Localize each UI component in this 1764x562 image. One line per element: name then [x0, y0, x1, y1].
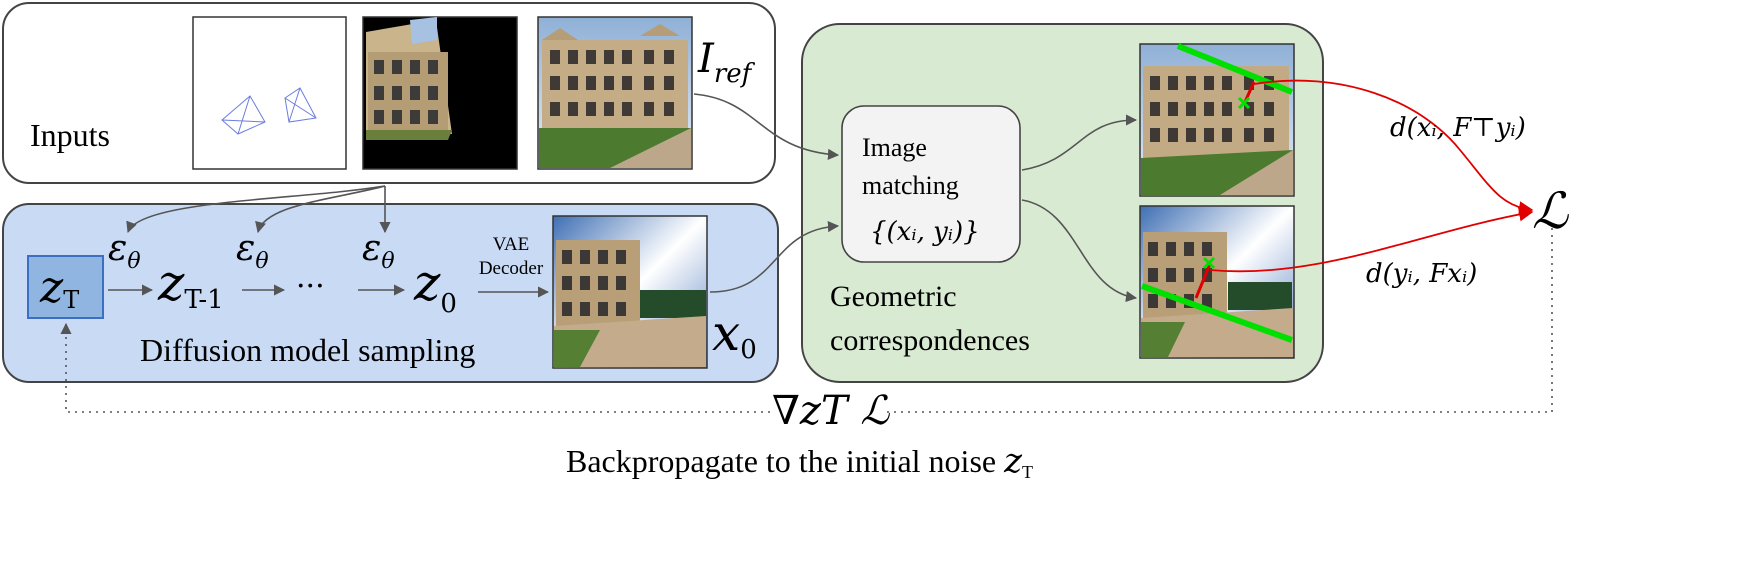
loss-term-1: d(xᵢ, F⊤yᵢ) [1390, 113, 1526, 143]
x0-label: x0 [712, 304, 757, 365]
match-image-top [1139, 43, 1295, 197]
z0-label: z0 [413, 254, 457, 319]
ellipsis: ··· [296, 269, 325, 304]
gradient-label: ∇zT ℒ [772, 388, 890, 434]
image-matching-label: Image matching [862, 133, 959, 200]
epsilon-label-2: εθ [236, 228, 269, 274]
loss-term-2: d(yᵢ, Fxᵢ) [1366, 259, 1477, 289]
zT1-label: zT-1 [157, 254, 224, 315]
zT-box [27, 255, 104, 319]
diffusion-label: Diffusion model sampling [140, 332, 475, 368]
matching-set: {(xᵢ, yᵢ)} [870, 217, 980, 247]
vae-decoder-label: VAE Decoder [479, 234, 544, 279]
generated-building-image [552, 215, 708, 369]
epsilon-label-1: εθ [108, 228, 141, 274]
camera-frustum-icon [192, 16, 347, 170]
image-matching-box [841, 105, 1021, 263]
reference-building-image [537, 16, 693, 170]
geometric-label: Geometric correspondences [830, 280, 1030, 357]
epsilon-label-3: εθ [362, 228, 395, 274]
inputs-label: Inputs [30, 117, 110, 153]
loss-symbol: ℒ [1532, 182, 1569, 240]
warped-building-image [362, 16, 518, 170]
match-image-bottom [1139, 205, 1295, 359]
zT-label: zT [39, 262, 79, 314]
ref-image-label: Iref [697, 36, 756, 89]
caption: Backpropagate to the initial noise zT [566, 441, 1033, 482]
